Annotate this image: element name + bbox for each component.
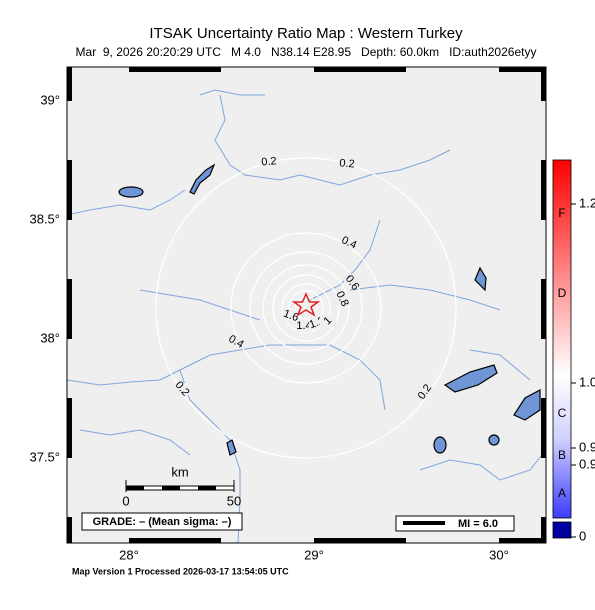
frame-segment bbox=[499, 538, 546, 543]
rivers bbox=[67, 89, 546, 543]
contour-label-bg bbox=[296, 320, 312, 332]
contour-label: 1.4 bbox=[296, 320, 311, 332]
grade-letter: F bbox=[558, 206, 565, 220]
frame-segment bbox=[541, 279, 546, 339]
legend-text: MI = 6.0 bbox=[458, 518, 498, 530]
lat-label: 39° bbox=[40, 92, 60, 107]
title: ITSAK Uncertainty Ratio Map : Western Tu… bbox=[149, 25, 463, 42]
colorbar-label: 0 bbox=[579, 528, 586, 543]
grade-letter: D bbox=[558, 286, 567, 300]
frame-segment bbox=[129, 538, 221, 543]
frame-segment bbox=[67, 398, 72, 458]
map-frame bbox=[66, 66, 547, 544]
contour-label: 0.8 bbox=[333, 289, 350, 308]
frame-segment bbox=[499, 67, 546, 72]
footer: Map Version 1 Processed 2026-03-17 13:54… bbox=[72, 566, 289, 576]
contour-label-bg bbox=[174, 383, 190, 395]
contour-label-bg bbox=[228, 336, 244, 348]
scale-unit: km bbox=[171, 464, 188, 479]
grade-text: GRADE: – (Mean sigma: –) bbox=[93, 516, 232, 528]
map-area: 0.2 0.20.40.60.81.61.41.210.40.2 0.2 km 0 … bbox=[66, 66, 547, 544]
contour-label: 0.2 bbox=[339, 157, 355, 170]
frame-segment bbox=[67, 279, 72, 339]
lakes bbox=[118, 163, 541, 456]
contour-label-bg bbox=[283, 310, 299, 322]
frame-segment bbox=[541, 160, 546, 220]
frame-segment bbox=[314, 538, 406, 543]
map-background bbox=[67, 67, 546, 543]
frame-segment bbox=[541, 67, 546, 101]
colorbar-label: 0.9 bbox=[579, 456, 595, 471]
contour-label-bg bbox=[417, 386, 433, 398]
lon-label: 28° bbox=[119, 547, 139, 562]
contour-label: 1.6 bbox=[282, 308, 300, 325]
scale-label: 50 bbox=[227, 493, 241, 508]
contours bbox=[155, 157, 457, 459]
frame-segment bbox=[67, 67, 72, 101]
scale-label: 0 bbox=[122, 493, 129, 508]
frame-segment bbox=[314, 67, 406, 72]
contour-label-bg bbox=[339, 158, 355, 170]
contour-label-bg bbox=[320, 315, 336, 327]
axis-labels: 39° 38.5° 38° 37.5° 28° 29° 30° bbox=[29, 92, 508, 562]
scale-bar: km 0 50 bbox=[122, 464, 241, 508]
frame-segment bbox=[67, 160, 72, 220]
grade-letter: C bbox=[558, 406, 567, 420]
grade-letter: A bbox=[558, 486, 566, 500]
contour-label: 0.2 bbox=[261, 155, 277, 168]
lon-label: 30° bbox=[489, 547, 509, 562]
contour-label-bg bbox=[334, 293, 350, 305]
contour-label-bg bbox=[261, 156, 277, 168]
colorbar-label: 1.2 bbox=[579, 195, 595, 210]
lat-label: 38° bbox=[40, 330, 60, 345]
contour-label-bg bbox=[341, 237, 357, 249]
lat-label: 38.5° bbox=[29, 211, 60, 226]
frame-segment bbox=[129, 67, 221, 72]
frame-segment bbox=[67, 517, 72, 543]
legend-box bbox=[395, 515, 515, 532]
contour-label-bg bbox=[344, 277, 360, 289]
lon-label: 29° bbox=[304, 547, 324, 562]
epicenter bbox=[291, 292, 321, 317]
grade-letter: B bbox=[558, 448, 566, 462]
frame-segment bbox=[541, 517, 546, 543]
lat-label: 37.5° bbox=[29, 449, 60, 464]
colorbar-label: 0.9 bbox=[579, 439, 595, 454]
contour-labels: 0.2 0.20.40.60.81.61.41.210.40.2 0.2 bbox=[173, 155, 435, 401]
subtitle: Mar 9, 2026 20:20:29 UTC M 4.0 N38.14 E2… bbox=[76, 45, 537, 59]
grade-box bbox=[81, 512, 243, 531]
colorbar-label: 1.0 bbox=[579, 374, 595, 389]
colorbar: F D C B A 1.2 1.0 0.9 0.9 0 bbox=[552, 159, 595, 543]
frame-segment bbox=[541, 398, 546, 458]
contour-label: 0.4 bbox=[340, 234, 359, 251]
